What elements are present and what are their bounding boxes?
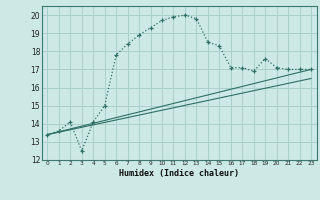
X-axis label: Humidex (Indice chaleur): Humidex (Indice chaleur) bbox=[119, 169, 239, 178]
